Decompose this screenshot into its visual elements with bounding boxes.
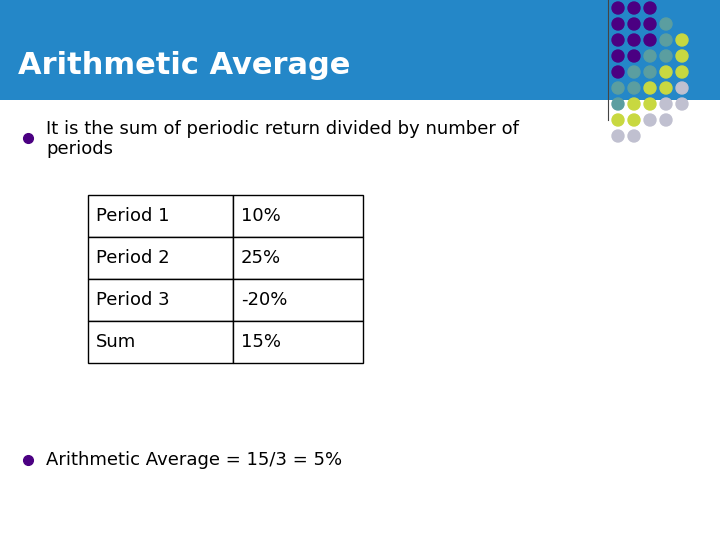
Circle shape [676,50,688,62]
Circle shape [660,98,672,110]
Circle shape [644,66,656,78]
FancyBboxPatch shape [233,321,363,363]
Circle shape [612,18,624,30]
Text: Period 3: Period 3 [96,291,170,309]
FancyBboxPatch shape [88,195,233,237]
Circle shape [628,50,640,62]
FancyBboxPatch shape [88,279,233,321]
Text: periods: periods [46,140,113,158]
Text: Period 1: Period 1 [96,207,169,225]
Circle shape [660,50,672,62]
FancyBboxPatch shape [233,237,363,279]
Circle shape [628,82,640,94]
Circle shape [660,66,672,78]
FancyBboxPatch shape [88,321,233,363]
Circle shape [612,130,624,142]
FancyBboxPatch shape [233,279,363,321]
Circle shape [644,2,656,14]
Circle shape [660,18,672,30]
Circle shape [644,98,656,110]
Circle shape [628,130,640,142]
Circle shape [676,82,688,94]
FancyBboxPatch shape [233,195,363,237]
Circle shape [660,34,672,46]
Circle shape [628,2,640,14]
Circle shape [628,66,640,78]
FancyBboxPatch shape [88,237,233,279]
Text: It is the sum of periodic return divided by number of: It is the sum of periodic return divided… [46,120,519,138]
Circle shape [644,34,656,46]
Circle shape [628,114,640,126]
Circle shape [612,50,624,62]
Text: Period 2: Period 2 [96,249,170,267]
Circle shape [612,2,624,14]
Text: 25%: 25% [241,249,281,267]
Text: Arithmetic Average = 15/3 = 5%: Arithmetic Average = 15/3 = 5% [46,451,342,469]
Circle shape [612,114,624,126]
Text: 15%: 15% [241,333,281,351]
Text: Arithmetic Average: Arithmetic Average [18,51,351,79]
Circle shape [612,34,624,46]
Circle shape [628,98,640,110]
Circle shape [644,114,656,126]
Circle shape [644,50,656,62]
Circle shape [628,34,640,46]
Circle shape [612,66,624,78]
Circle shape [676,98,688,110]
Circle shape [660,114,672,126]
Circle shape [660,82,672,94]
Circle shape [644,82,656,94]
Text: Sum: Sum [96,333,136,351]
FancyBboxPatch shape [0,0,720,100]
Circle shape [644,18,656,30]
Circle shape [676,34,688,46]
Text: -20%: -20% [241,291,287,309]
Text: 10%: 10% [241,207,281,225]
Circle shape [612,82,624,94]
Circle shape [628,18,640,30]
Circle shape [612,98,624,110]
Circle shape [676,66,688,78]
